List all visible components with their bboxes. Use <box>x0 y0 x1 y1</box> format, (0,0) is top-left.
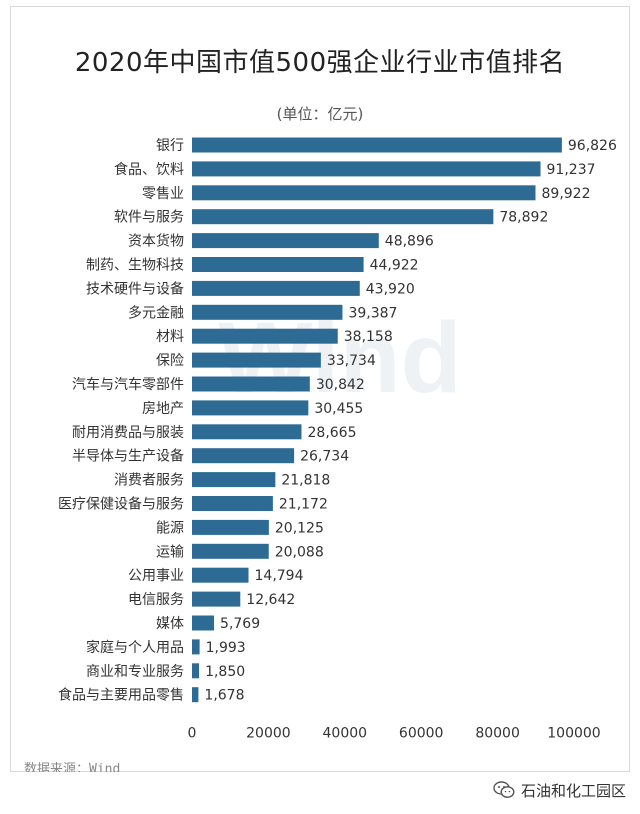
value-label: 21,172 <box>279 497 328 513</box>
category-label: 软件与服务 <box>114 210 184 226</box>
bar <box>192 137 562 153</box>
category-label: 半导体与生产设备 <box>72 448 184 465</box>
value-label: 21,818 <box>281 473 330 489</box>
bar <box>192 567 249 583</box>
category-label: 商业和专业服务 <box>86 664 184 680</box>
value-label: 48,896 <box>385 234 434 250</box>
category-label: 媒体 <box>156 616 184 632</box>
value-label: 1,850 <box>205 664 245 680</box>
x-axis-ticks: 0 20000 40000 60000 80000 100000 <box>188 726 601 742</box>
value-label: 89,922 <box>542 186 591 202</box>
category-label: 电信服务 <box>128 592 184 608</box>
category-label: 材料 <box>156 329 184 345</box>
value-label: 1,678 <box>204 688 244 704</box>
category-label: 零售业 <box>142 186 184 202</box>
value-label: 14,794 <box>255 568 304 584</box>
value-label: 43,920 <box>366 281 415 297</box>
x-tick-label: 0 <box>188 726 197 742</box>
bar <box>192 209 494 225</box>
bar <box>192 400 309 416</box>
value-labels: 96,826 91,237 89,922 78,892 48,896 44,922 43,9… <box>204 138 617 704</box>
value-label: 39,387 <box>348 305 397 321</box>
category-labels: 银行食品、饮料零售业软件与服务资本货物制药、生物科技技术硬件与设备多元金融材料保… <box>58 138 184 704</box>
bar <box>192 448 295 464</box>
value-label: 44,922 <box>370 258 419 274</box>
category-label: 银行 <box>156 138 184 154</box>
category-label: 制药、生物科技 <box>86 258 184 274</box>
value-label: 38,158 <box>344 329 393 345</box>
category-label: 能源 <box>156 520 184 536</box>
value-label: 78,892 <box>499 210 548 226</box>
value-label: 12,642 <box>246 592 295 608</box>
category-label: 房地产 <box>142 401 184 417</box>
bar <box>192 304 343 320</box>
bar <box>192 185 536 201</box>
category-label: 医疗保健设备与服务 <box>58 496 184 513</box>
bars-group <box>192 137 562 703</box>
x-tick-label: 20000 <box>246 726 291 742</box>
value-label: 20,125 <box>275 520 324 536</box>
bar <box>192 472 276 488</box>
bar <box>192 519 269 535</box>
category-label: 消费者服务 <box>114 473 184 489</box>
bar <box>192 376 310 392</box>
category-label: 汽车与汽车零部件 <box>72 376 184 393</box>
category-label: 耐用消费品与服装 <box>72 425 184 441</box>
value-label: 20,088 <box>275 544 324 560</box>
x-tick-label: 80000 <box>475 726 520 742</box>
category-label: 家庭与个人用品 <box>86 639 184 656</box>
chart-frame <box>10 6 630 772</box>
bar <box>192 496 273 511</box>
category-label: 技术硬件与设备 <box>86 280 184 297</box>
brand: 石油和化工园区 <box>493 778 626 802</box>
category-label: 多元金融 <box>128 304 184 321</box>
bar <box>192 663 200 679</box>
bar <box>192 161 541 177</box>
bar <box>192 591 241 607</box>
value-label: 30,842 <box>316 377 365 393</box>
value-label: 5,769 <box>220 616 260 632</box>
value-label: 96,826 <box>568 138 617 154</box>
category-label: 食品、饮料 <box>114 161 184 178</box>
value-label: 1,993 <box>206 640 246 656</box>
category-label: 食品与主要用品零售 <box>58 687 184 704</box>
category-label: 运输 <box>156 544 184 560</box>
bar <box>192 424 302 440</box>
chart-title: 2020年中国市值500强企业行业市值排名 <box>74 48 566 78</box>
brand-name: 石油和化工园区 <box>520 781 626 800</box>
footer <box>0 772 640 814</box>
bar <box>192 257 364 272</box>
value-label: 28,665 <box>308 425 357 441</box>
category-label: 保险 <box>156 353 184 369</box>
x-tick-label: 40000 <box>323 726 368 742</box>
value-label: 33,734 <box>327 353 376 369</box>
bar <box>192 328 338 344</box>
value-label: 26,734 <box>300 449 349 465</box>
wechat-icon <box>493 781 515 798</box>
category-label: 资本货物 <box>128 233 184 250</box>
bar <box>192 543 269 559</box>
unit-note: (单位：亿元) <box>276 105 364 123</box>
category-label: 公用事业 <box>128 568 184 584</box>
value-label: 30,455 <box>314 401 363 417</box>
bar <box>192 352 321 368</box>
bar <box>192 280 360 296</box>
x-tick-label: 60000 <box>399 726 444 742</box>
x-tick-label: 100000 <box>547 726 600 742</box>
value-label: 91,237 <box>547 162 596 178</box>
bar <box>192 639 200 655</box>
bar <box>192 687 199 703</box>
bar <box>192 615 215 631</box>
bar <box>192 233 379 249</box>
